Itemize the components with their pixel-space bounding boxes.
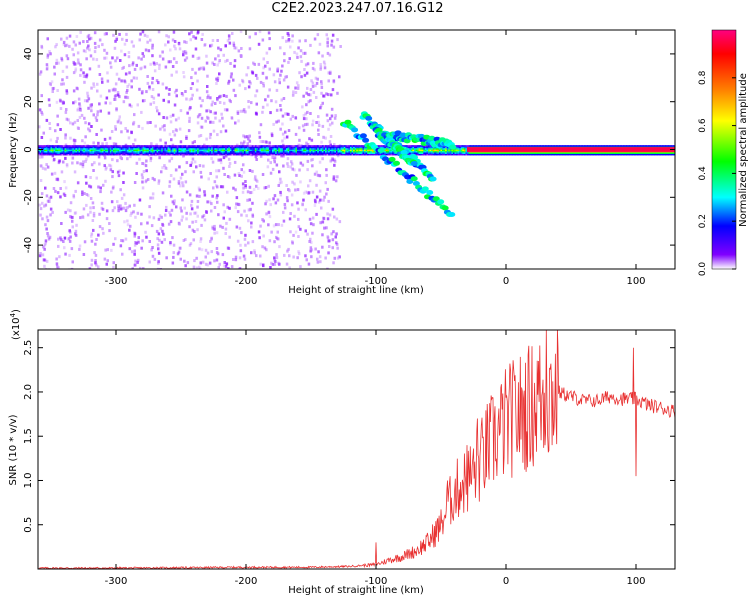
spectrogram-y-tick-label: 0 xyxy=(23,146,34,152)
colorbar: 0.0 0.2 0.4 0.6 0.8 Normalized spectral ampl… xyxy=(698,29,749,276)
snr-series-line xyxy=(38,330,675,569)
snr-y-tick-label: 2.0 xyxy=(23,384,34,400)
colorbar-ticks: 0.0 0.2 0.4 0.6 0.8 xyxy=(698,70,736,276)
spectrogram-y-label: Frequency (Hz) xyxy=(8,112,19,188)
spectrogram-y-tick-label: -40 xyxy=(23,237,34,253)
snr-x-ticks: -300 -200 -100 0 100 xyxy=(105,330,646,587)
spectrogram-x-tick-label: -100 xyxy=(365,276,388,287)
colorbar-tick-label: 0.0 xyxy=(698,262,708,277)
spectrogram-x-tick-label: -200 xyxy=(235,276,258,287)
snr-x-tick-label: 100 xyxy=(626,576,645,587)
snr-x-tick-label: -300 xyxy=(105,576,128,587)
colorbar-tick-label: 0.8 xyxy=(698,70,708,85)
spectrogram-x-tick-label: -300 xyxy=(105,276,128,287)
snr-x-tick-label: -200 xyxy=(235,576,258,587)
snr-y-label: SNR (10 * v/v) xyxy=(8,414,19,485)
spectrogram-x-ticks: -300 -200 -100 0 100 xyxy=(105,30,646,287)
colorbar-label: Normalized spectral amplitude xyxy=(738,73,749,227)
spectrogram-x-tick-label: 100 xyxy=(626,276,645,287)
spectrogram-y-ticks: -40 -20 0 20 40 xyxy=(23,48,675,253)
snr-y-ticks: 0.5 1.0 1.5 2.0 2.5 xyxy=(23,340,675,533)
snr-y-tick-label: 2.5 xyxy=(23,340,34,356)
spectrogram-heatmap xyxy=(38,30,675,269)
snr-y-tick-label: 0.5 xyxy=(23,517,34,533)
snr-x-label: Height of straight line (km) xyxy=(288,585,424,596)
snr-multiplier: (x104) xyxy=(9,309,22,340)
chart-title: C2E2.2023.247.07.16.G12 xyxy=(271,1,444,16)
snr-y-tick-label: 1.5 xyxy=(23,428,34,444)
spectrogram-x-tick-label: 0 xyxy=(503,276,509,287)
spectrogram-x-label: Height of straight line (km) xyxy=(288,285,424,296)
colorbar-tick-label: 0.4 xyxy=(698,166,708,181)
colorbar-tick-label: 0.6 xyxy=(698,118,708,133)
spectrogram-y-tick-label: -20 xyxy=(23,189,34,205)
spectrogram-y-tick-label: 20 xyxy=(23,95,34,108)
spectrogram-y-tick-label: 40 xyxy=(23,48,34,61)
snr-x-tick-label: 0 xyxy=(503,576,509,587)
snr-frame xyxy=(37,329,676,570)
colorbar-gradient xyxy=(711,29,737,270)
snr-panel: -300 -200 -100 0 100 0.5 1.0 1.5 2.0 2.5 Height … xyxy=(8,309,676,596)
snr-y-tick-label: 1.0 xyxy=(23,473,34,489)
snr-x-tick-label: -100 xyxy=(365,576,388,587)
colorbar-tick-label: 0.2 xyxy=(698,214,708,228)
snr-multiplier-exponent: 4 xyxy=(9,312,17,317)
